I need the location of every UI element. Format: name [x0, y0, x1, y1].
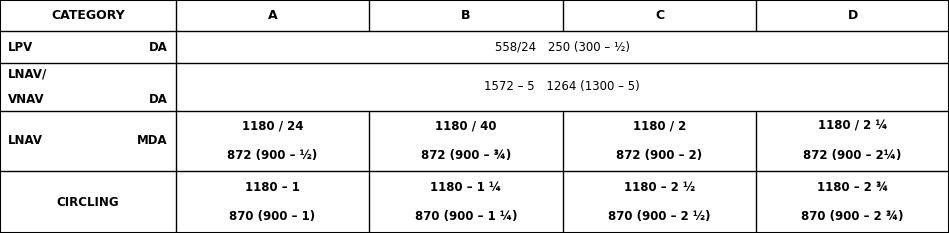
- Text: 1180 / 24: 1180 / 24: [242, 120, 303, 133]
- Text: A: A: [268, 9, 277, 22]
- Text: 1180 – 2 ¾: 1180 – 2 ¾: [817, 181, 888, 194]
- Text: 872 (900 – ¾): 872 (900 – ¾): [420, 149, 512, 162]
- Text: 872 (900 – ½): 872 (900 – ½): [227, 149, 318, 162]
- Text: B: B: [461, 9, 471, 22]
- Text: D: D: [847, 9, 858, 22]
- Text: 1180 – 2 ½: 1180 – 2 ½: [623, 181, 696, 194]
- Text: C: C: [655, 9, 664, 22]
- Text: LPV: LPV: [8, 41, 33, 54]
- Text: DA: DA: [149, 41, 168, 54]
- Text: 870 (900 – 1): 870 (900 – 1): [230, 210, 315, 223]
- Text: LNAV/: LNAV/: [8, 67, 47, 80]
- Text: 870 (900 – 2 ¾): 870 (900 – 2 ¾): [801, 210, 904, 223]
- Text: 1572 – 5  1264 (1300 – 5): 1572 – 5 1264 (1300 – 5): [484, 80, 641, 93]
- Text: MDA: MDA: [138, 134, 168, 147]
- Text: 870 (900 – 2 ½): 870 (900 – 2 ½): [608, 210, 711, 223]
- Text: 870 (900 – 1 ¼): 870 (900 – 1 ¼): [415, 210, 517, 223]
- Text: 1180 – 1 ¼: 1180 – 1 ¼: [430, 181, 502, 194]
- Text: 1180 – 1: 1180 – 1: [245, 181, 300, 194]
- Text: LNAV: LNAV: [8, 134, 43, 147]
- Text: VNAV: VNAV: [8, 93, 45, 106]
- Text: 1180 / 2: 1180 / 2: [633, 120, 686, 133]
- Text: 558/24  250 (300 – ½): 558/24 250 (300 – ½): [494, 41, 630, 54]
- Text: CIRCLING: CIRCLING: [57, 196, 119, 209]
- Text: 872 (900 – 2¼): 872 (900 – 2¼): [804, 149, 902, 162]
- Text: 872 (900 – 2): 872 (900 – 2): [617, 149, 702, 162]
- Text: 1180 / 40: 1180 / 40: [436, 120, 496, 133]
- Text: 1180 / 2 ¼: 1180 / 2 ¼: [818, 120, 887, 133]
- Text: DA: DA: [149, 93, 168, 106]
- Text: CATEGORY: CATEGORY: [51, 9, 124, 22]
